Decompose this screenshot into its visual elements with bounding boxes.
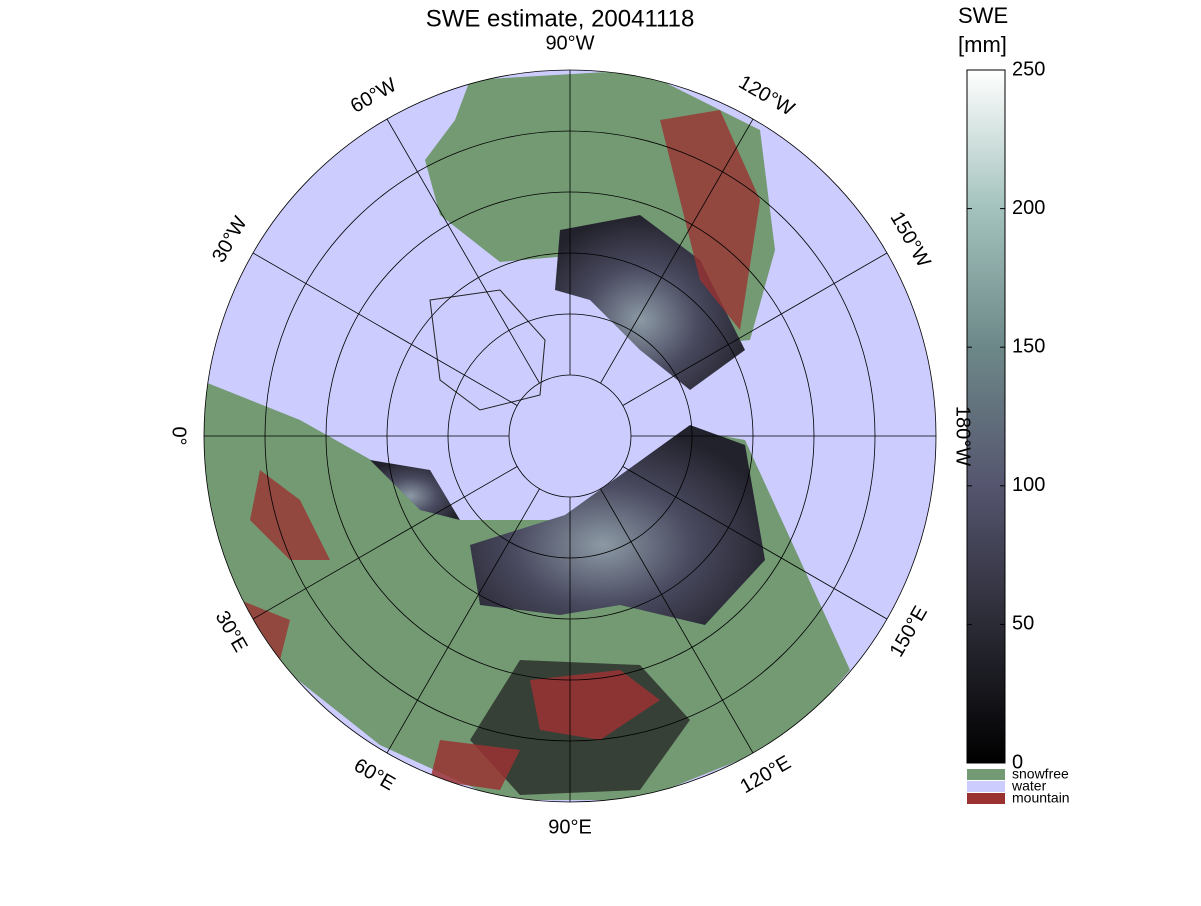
meridian <box>386 488 540 754</box>
longitude-label: 120°W <box>735 71 798 120</box>
meridian <box>386 118 540 384</box>
colorbar-tick-label: 250 <box>1012 58 1045 80</box>
greenland <box>429 289 546 411</box>
legend-label: mountain <box>1012 790 1070 806</box>
europe-mountains <box>240 470 330 660</box>
longitude-label: 30°E <box>211 607 252 656</box>
longitude-label: 120°E <box>736 752 794 798</box>
snow-siberia <box>470 425 765 625</box>
rockies <box>660 110 760 330</box>
colorbar-tick-label: 200 <box>1012 197 1045 219</box>
longitude-label: 0° <box>168 426 190 445</box>
longitude-label: 30°W <box>208 213 252 267</box>
legend-label: water <box>1011 778 1047 794</box>
colorbar-title: SWE <box>958 3 1008 28</box>
meridian <box>252 466 518 620</box>
longitude-label: 180°W <box>952 406 974 466</box>
colorbar-tick-label: 0 <box>1012 751 1023 773</box>
meridian <box>600 118 754 384</box>
colorbar-tick-label: 150 <box>1012 335 1045 357</box>
legend-swatch <box>967 781 1005 792</box>
longitude-label: 150°E <box>886 602 932 660</box>
meridian <box>622 466 888 620</box>
meridian <box>600 488 754 754</box>
meridian <box>622 252 888 406</box>
longitude-label: 90°W <box>545 32 594 54</box>
colorbar <box>966 69 1006 764</box>
colorbar-title: [mm] <box>958 32 1007 57</box>
legend-swatch <box>967 793 1005 804</box>
graticule <box>203 69 937 803</box>
colorbar-tick-label: 100 <box>1012 474 1045 496</box>
colorbar-tick-label: 50 <box>1012 613 1034 635</box>
map-disk <box>204 70 936 802</box>
meridian <box>252 252 518 406</box>
longitude-label: 150°W <box>886 208 935 271</box>
snow-scandinavia <box>370 460 460 520</box>
longitude-label: 90°E <box>548 816 592 838</box>
longitude-label: 60°E <box>350 754 399 795</box>
map-title: SWE estimate, 20041118 <box>426 5 695 32</box>
legend-label: snowfree <box>1012 766 1069 782</box>
legend-swatch <box>967 769 1005 780</box>
longitude-label: 60°W <box>347 74 401 118</box>
himalaya <box>430 670 660 790</box>
